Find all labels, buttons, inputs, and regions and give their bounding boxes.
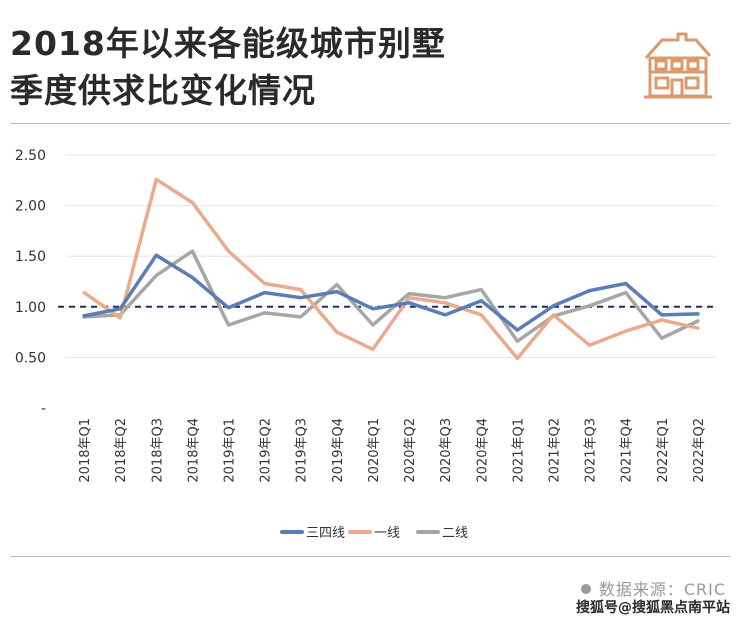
x-tick-label: 2020年Q2 (403, 418, 418, 483)
x-tick-label: 2019年Q4 (331, 418, 346, 483)
source-text: 数据来源：CRIC (598, 580, 726, 599)
x-tick-label: 2019年Q3 (295, 418, 310, 483)
y-tick-label: 1.50 (15, 249, 46, 265)
series-line-3 (82, 249, 700, 343)
x-tick-label: 2020年Q4 (475, 418, 490, 483)
source-note: 数据来源：CRIC (580, 576, 726, 600)
legend-label: 一线 (374, 526, 400, 541)
x-tick-label: 2018年Q2 (114, 418, 129, 483)
x-tick-label: 2018年Q1 (78, 418, 93, 483)
chart-title-line1: 2018年以来各能级城市别墅 (10, 24, 446, 63)
x-tick-label: 2019年Q1 (223, 418, 238, 483)
y-tick-label: 2.50 (15, 148, 46, 164)
x-tick-label: 2021年Q2 (548, 418, 563, 483)
legend-label: 二线 (442, 526, 468, 541)
bullet-icon (580, 584, 591, 594)
x-tick-label: 2021年Q4 (620, 418, 635, 483)
line-chart: 2.50 2.00 1.50 1.00 0.50 - 2018年Q1 2018年Q2 2018年… (15, 148, 716, 541)
x-tick-label: 2021年Q3 (584, 418, 599, 483)
x-tick-label: 2018年Q3 (150, 418, 165, 483)
series-line-1 (82, 253, 700, 332)
x-tick-label: 2018年Q4 (186, 418, 201, 483)
x-tick-label: 2020年Q3 (439, 418, 454, 483)
x-tick-label: 2019年Q2 (259, 418, 274, 483)
y-tick-label: 0.50 (15, 350, 46, 366)
header-divider (10, 123, 730, 124)
series-line-2 (82, 177, 700, 361)
credit-text: 搜狐号@搜狐黑点南平站 (576, 600, 730, 616)
chart-title: 2018年以来各能级城市别墅 季度供求比变化情况 (10, 20, 446, 114)
x-tick-label: 2022年Q2 (692, 418, 707, 483)
legend-label: 三四线 (306, 526, 345, 541)
x-tick-label: 2022年Q1 (656, 418, 671, 483)
y-tick-label: 1.00 (15, 300, 46, 316)
house-icon (644, 32, 712, 99)
y-tick-label: 2.00 (15, 199, 46, 215)
x-tick-label: 2021年Q1 (511, 418, 526, 483)
y-tick-label: - (41, 401, 46, 417)
chart-title-line2: 季度供求比变化情况 (10, 71, 316, 110)
footer-divider (10, 556, 730, 557)
x-tick-label: 2020年Q1 (367, 418, 382, 483)
